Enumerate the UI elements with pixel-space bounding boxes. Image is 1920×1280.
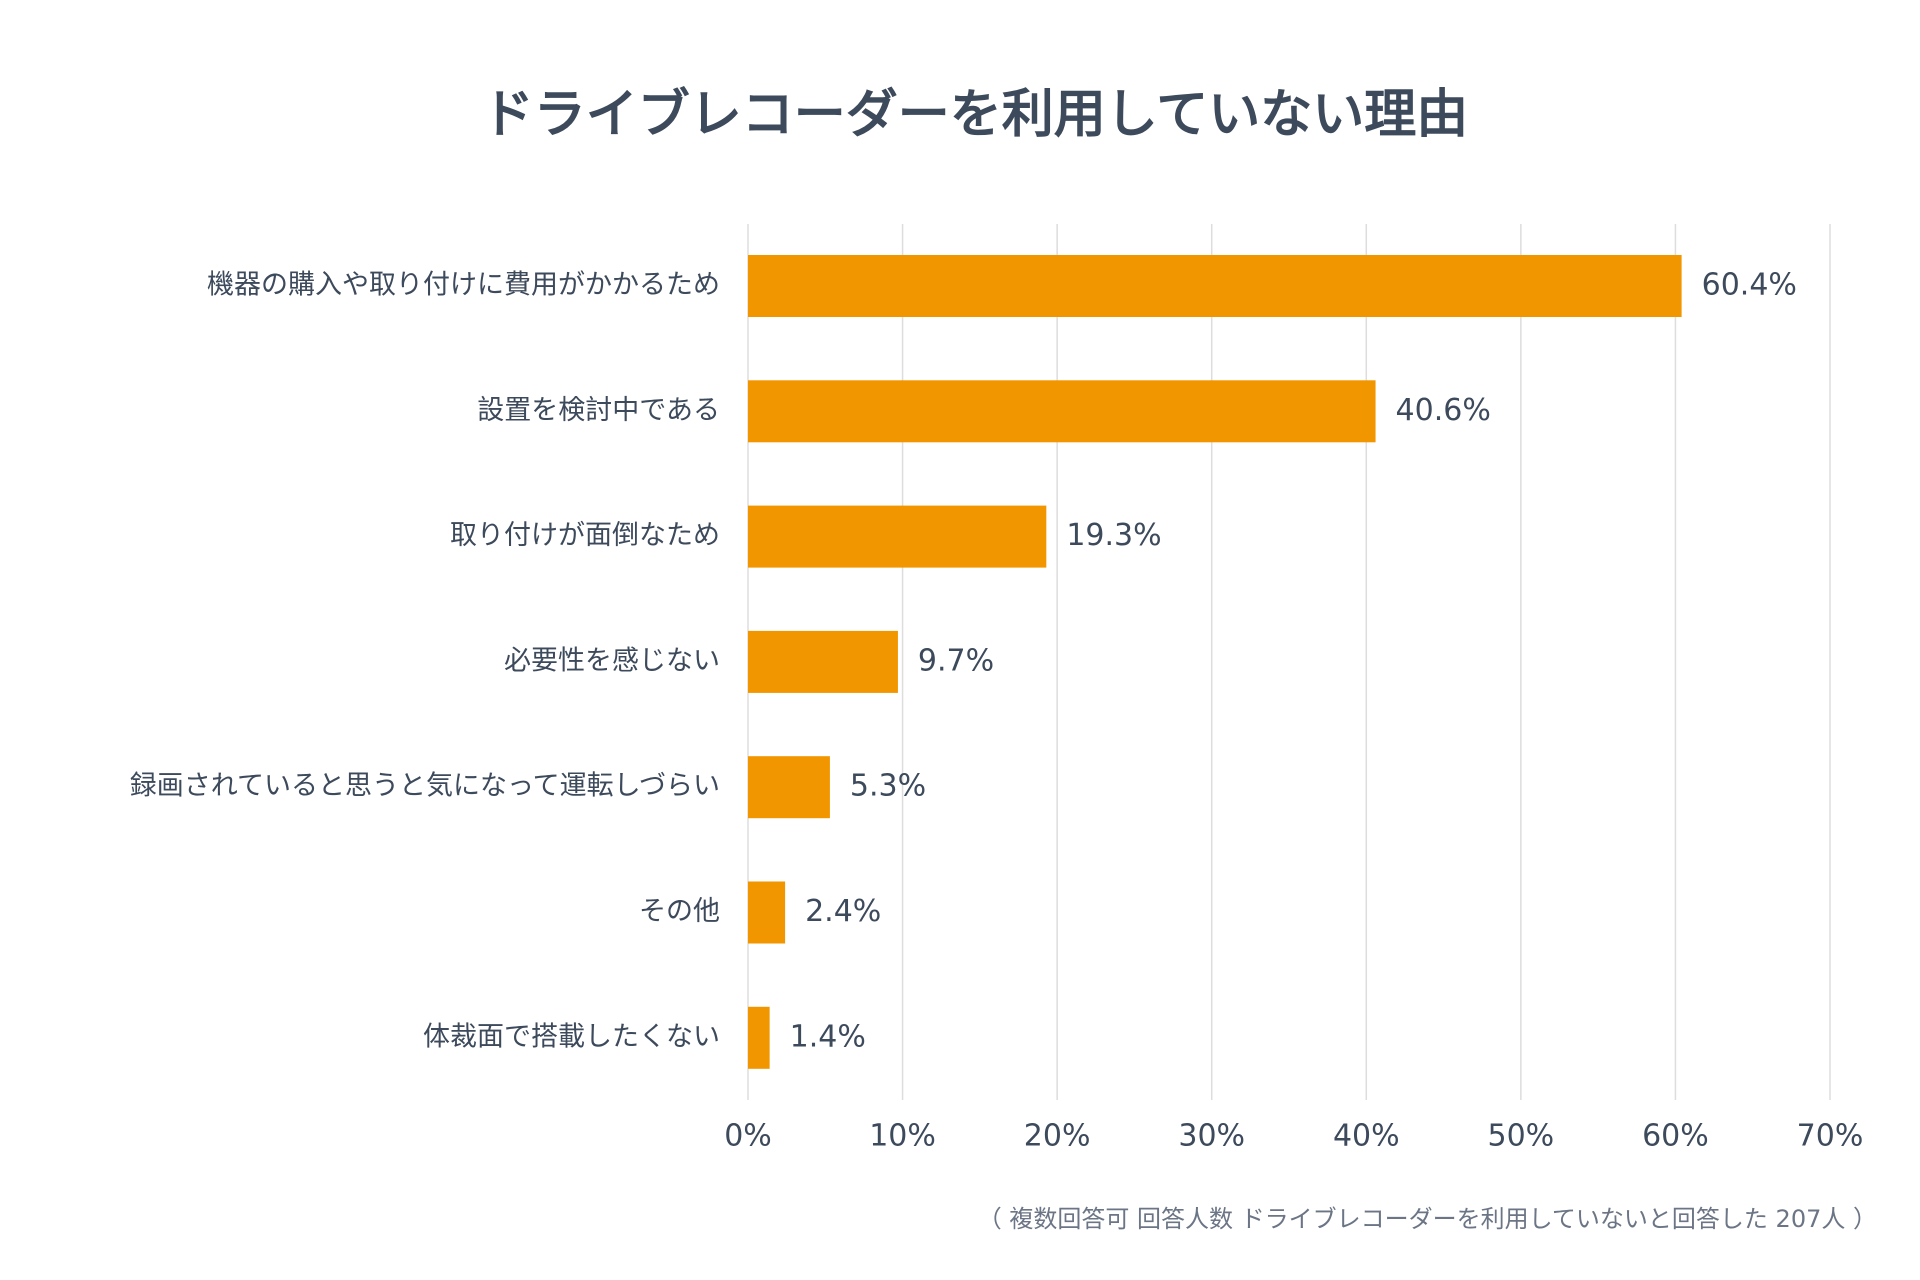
y-tick-label: 必要性を感じない bbox=[504, 645, 720, 676]
x-tick-label: 40% bbox=[1333, 1119, 1400, 1154]
bar bbox=[748, 881, 786, 944]
y-tick-label: 取り付けが面倒なため bbox=[450, 520, 720, 551]
x-tick-label: 50% bbox=[1488, 1119, 1555, 1154]
y-tick-label: 録画されていると思うと気になって運転しづらい bbox=[130, 771, 720, 802]
value-label: 40.6% bbox=[1396, 393, 1491, 428]
value-label: 19.3% bbox=[1066, 518, 1161, 553]
bar bbox=[748, 630, 898, 693]
value-label: 9.7% bbox=[918, 643, 994, 678]
chart-title: ドライブレコーダーを利用していない理由 bbox=[482, 85, 1468, 145]
y-tick-label: その他 bbox=[639, 896, 720, 927]
x-tick-label: 0% bbox=[724, 1119, 772, 1154]
x-tick-label: 30% bbox=[1178, 1119, 1245, 1154]
x-tick-label: 20% bbox=[1024, 1119, 1091, 1154]
value-label: 2.4% bbox=[805, 894, 881, 929]
bar bbox=[748, 255, 1682, 317]
x-tick-label: 70% bbox=[1797, 1119, 1864, 1154]
y-tick-label: 設置を検討中である bbox=[477, 395, 720, 426]
value-label: 1.4% bbox=[790, 1019, 866, 1054]
x-tick-label: 10% bbox=[869, 1119, 936, 1154]
y-tick-label: 体裁面で搭載したくない bbox=[423, 1021, 720, 1052]
value-label: 5.3% bbox=[850, 769, 926, 804]
bar bbox=[748, 380, 1376, 443]
x-tick-label: 60% bbox=[1642, 1119, 1709, 1154]
footnote: （ 複数回答可 回答人数 ドライブレコーダーを利用していないと回答した 207人… bbox=[978, 1205, 1877, 1233]
value-label: 60.4% bbox=[1702, 268, 1797, 303]
y-tick-label: 機器の購入や取り付けに費用がかかるため bbox=[207, 270, 720, 301]
bar bbox=[748, 1006, 770, 1069]
bar bbox=[748, 505, 1047, 568]
bar bbox=[748, 756, 830, 819]
